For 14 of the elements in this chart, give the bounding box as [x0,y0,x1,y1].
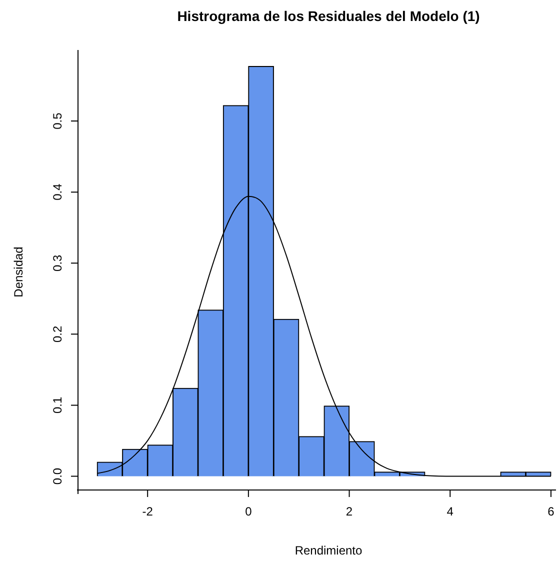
x-tick-label: 6 [548,504,555,518]
y-tick-label: 0.5 [50,112,64,130]
y-tick-label: 0.0 [50,468,64,485]
x-tick-label: 0 [245,504,252,518]
x-tick-label: 4 [446,504,454,518]
y-tick-label: 0.3 [50,254,64,272]
x-tick-label: 2 [346,504,353,518]
y-tick-label: 0.1 [50,396,64,414]
x-axis-title: Rendimiento [294,543,363,558]
x-tick-label: -2 [142,504,154,518]
y-tick-label: 0.4 [50,183,64,200]
chart-title: Histrograma de los Residuales del Modelo (1) [177,8,480,24]
y-axis-title: Densidad [11,246,26,298]
y-tick-label: 0.2 [50,325,64,343]
